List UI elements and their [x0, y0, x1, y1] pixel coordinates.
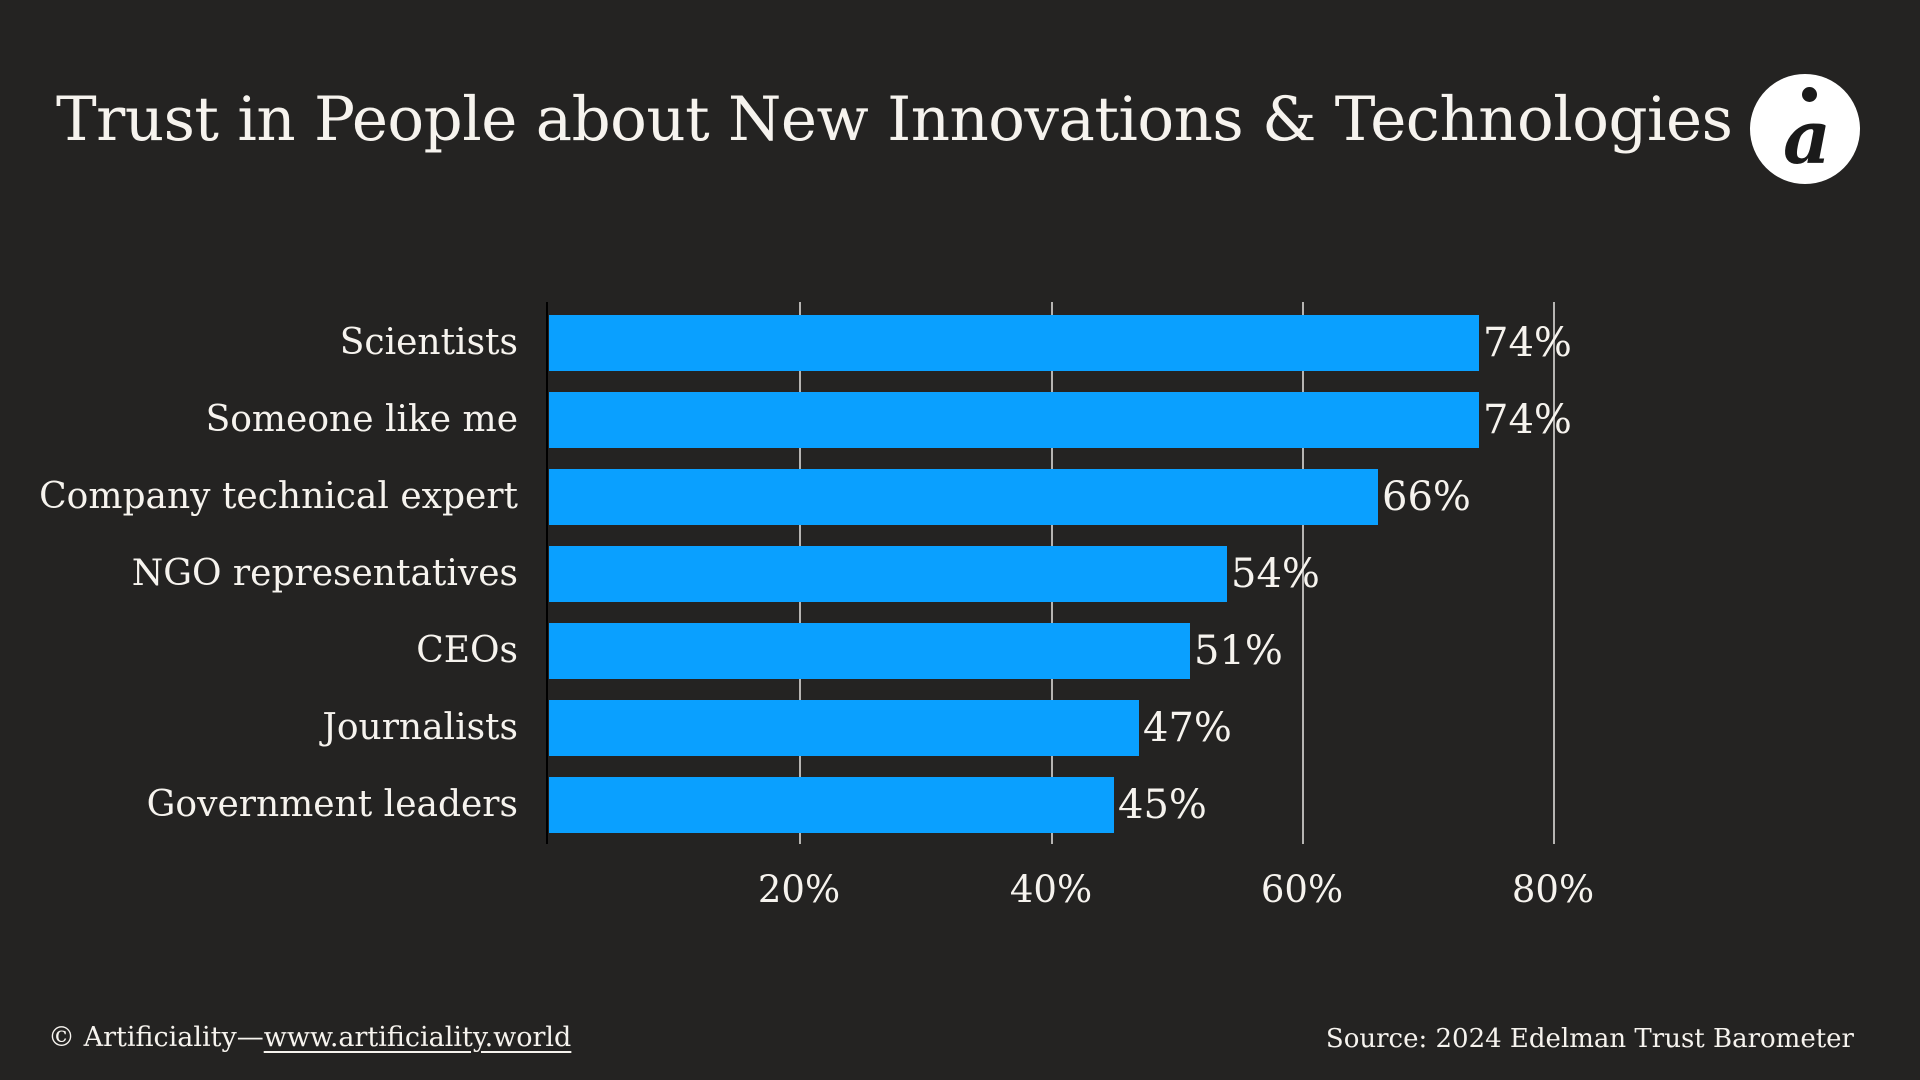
- website-link[interactable]: www.artificiality.world: [263, 1022, 572, 1053]
- copyright-text: © Artificiality—: [48, 1022, 264, 1053]
- bar: [549, 469, 1378, 525]
- value-label: 66%: [1382, 474, 1471, 520]
- category-label: Someone like me: [205, 399, 518, 440]
- value-label: 74%: [1483, 320, 1572, 366]
- category-label: Company technical expert: [39, 476, 518, 517]
- x-tick-label: 60%: [1260, 868, 1344, 911]
- gridline: [1553, 302, 1555, 844]
- bar-row: Someone like me 74%: [0, 392, 1920, 448]
- artificiality-logo: a: [1750, 74, 1860, 184]
- bar-row: CEOs 51%: [0, 623, 1920, 679]
- value-label: 51%: [1194, 628, 1283, 674]
- bar: [549, 392, 1479, 448]
- category-label: Government leaders: [146, 784, 518, 825]
- value-label: 74%: [1483, 397, 1572, 443]
- logo-letter-icon: a: [1783, 95, 1831, 181]
- gridline: [1302, 302, 1304, 844]
- bar-row: NGO representatives 54%: [0, 546, 1920, 602]
- value-label: 47%: [1143, 705, 1232, 751]
- copyright: © Artificiality—www.artificiality.world: [48, 1022, 571, 1053]
- logo-dot-icon: [1802, 87, 1817, 102]
- y-axis-line: [546, 302, 548, 844]
- source-note: Source: 2024 Edelman Trust Barometer: [1325, 1024, 1854, 1054]
- bar: [549, 546, 1227, 602]
- bar-row: Company technical expert 66%: [0, 469, 1920, 525]
- bar-row: Journalists 47%: [0, 700, 1920, 756]
- bar: [549, 777, 1114, 833]
- bar: [549, 315, 1479, 371]
- category-label: NGO representatives: [131, 553, 518, 594]
- category-label: Scientists: [339, 322, 518, 363]
- x-tick-label: 40%: [1009, 868, 1093, 911]
- value-label: 45%: [1118, 782, 1207, 828]
- x-tick-label: 20%: [757, 868, 841, 911]
- bar: [549, 623, 1190, 679]
- bar: [549, 700, 1139, 756]
- bar-row: Government leaders 45%: [0, 777, 1920, 833]
- category-label: CEOs: [416, 630, 518, 671]
- bar-row: Scientists 74%: [0, 315, 1920, 371]
- category-label: Journalists: [322, 707, 518, 748]
- value-label: 54%: [1231, 551, 1320, 597]
- x-tick-label: 80%: [1511, 868, 1595, 911]
- chart-title: Trust in People about New Innovations & …: [56, 84, 1733, 155]
